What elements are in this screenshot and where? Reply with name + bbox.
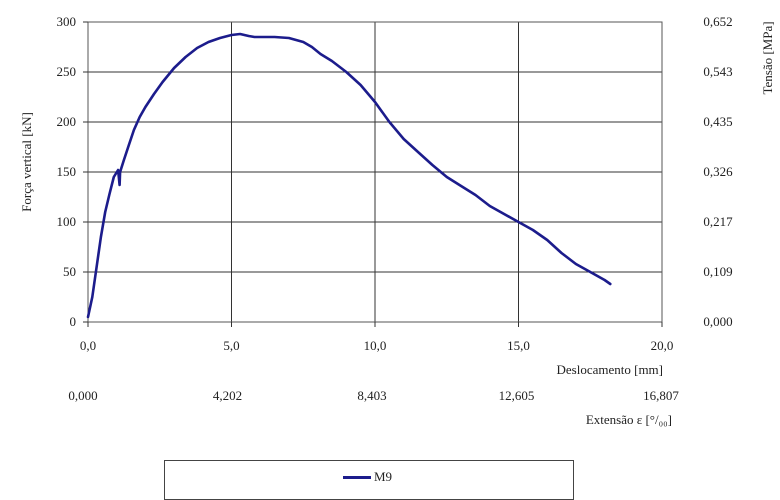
y-tick-label: 200 [57, 114, 77, 129]
x2-axis-ticks: 0,000 4,202 8,403 12,605 16,807 [68, 388, 679, 403]
y2-tick-label: 0,000 [703, 314, 732, 329]
legend-swatch [343, 475, 371, 479]
x2-tick-label: 16,807 [643, 388, 679, 403]
legend-label: M9 [374, 469, 393, 484]
x-tick-label: 5,0 [223, 338, 239, 353]
x-axis-label: Deslocamento [mm] [557, 362, 664, 377]
x2-tick-label: 12,605 [499, 388, 535, 403]
x-tick-label: 20,0 [651, 338, 674, 353]
y-axis-ticks: 0 50 100 150 200 250 300 [57, 14, 88, 329]
y2-tick-label: 0,326 [703, 164, 733, 179]
x-tick-label: 10,0 [364, 338, 387, 353]
y-tick-label: 50 [63, 264, 76, 279]
series-layer [86, 32, 612, 319]
y2-tick-label: 0,217 [703, 214, 733, 229]
y2-tick-label: 0,435 [703, 114, 732, 129]
x2-axis-label: Extensão ε [°/₀₀] [586, 412, 672, 427]
series-line-m9 [86, 32, 612, 319]
x-tick-label: 15,0 [507, 338, 530, 353]
legend: M9 [164, 460, 574, 500]
x2-tick-label: 8,403 [357, 388, 386, 403]
y2-axis-ticks: 0,000 0,109 0,217 0,326 0,435 0,543 0,652 [703, 14, 733, 329]
x-tick-label: 0,0 [80, 338, 96, 353]
y-axis-label: Força vertical [kN] [19, 112, 34, 212]
x2-tick-label: 4,202 [213, 388, 242, 403]
y2-tick-label: 0,109 [703, 264, 732, 279]
y2-axis-label: Tensão [MPa] [760, 21, 775, 94]
y-tick-label: 250 [57, 64, 77, 79]
legend-item-m9: M9 [343, 469, 392, 485]
y-tick-label: 100 [57, 214, 77, 229]
y-tick-label: 150 [57, 164, 77, 179]
y-tick-label: 0 [70, 314, 77, 329]
y2-tick-label: 0,543 [703, 64, 732, 79]
y2-tick-label: 0,652 [703, 14, 732, 29]
x-axis-ticks: 0,0 5,0 10,0 15,0 20,0 [80, 322, 674, 353]
y-tick-label: 300 [57, 14, 77, 29]
x2-tick-label: 0,000 [68, 388, 97, 403]
